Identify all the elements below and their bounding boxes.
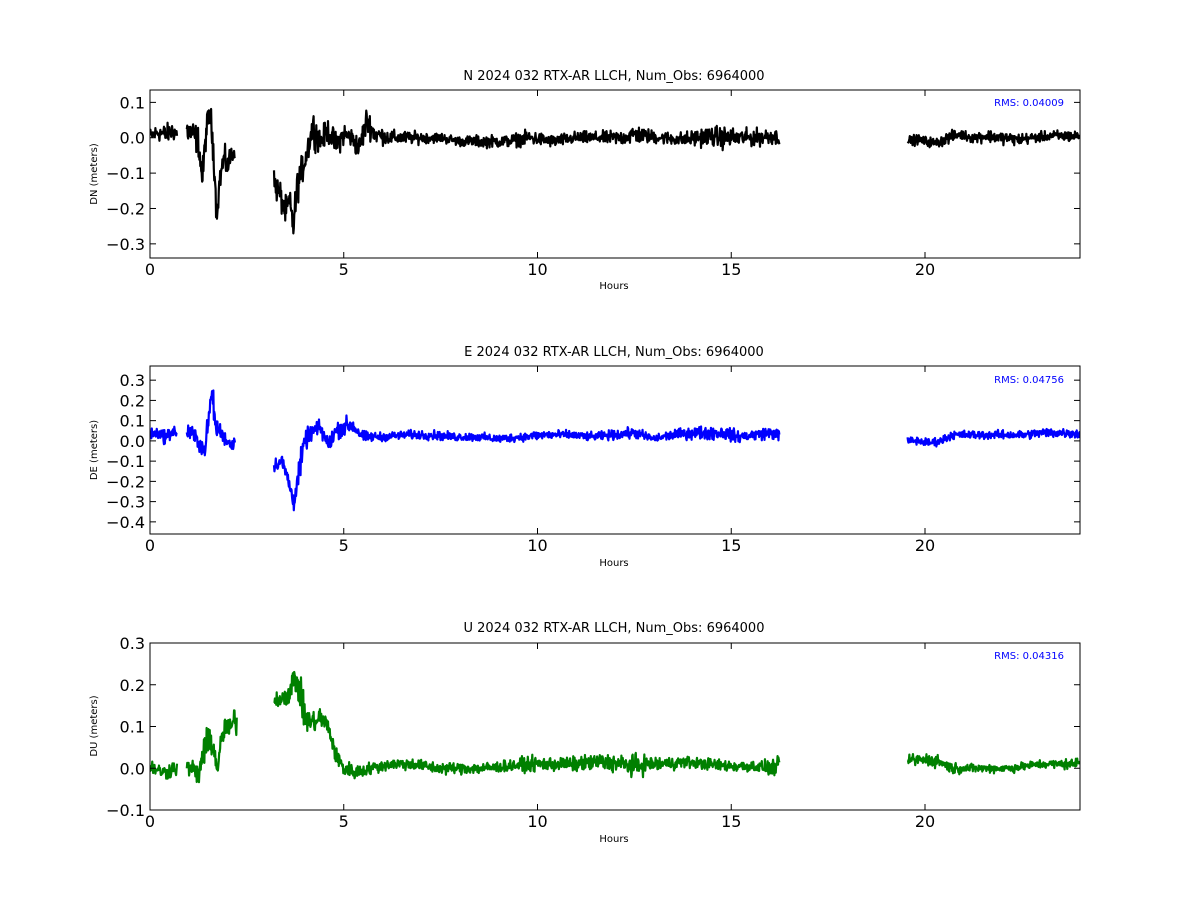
series-segment (272, 109, 781, 235)
series-segment (150, 760, 179, 780)
x-tick-label: 20 (915, 812, 935, 831)
panel-north: N 2024 032 RTX-AR LLCH, Num_Obs: 6964000… (89, 69, 1081, 292)
panel-title: N 2024 032 RTX-AR LLCH, Num_Obs: 6964000 (463, 69, 764, 84)
series-segment (150, 121, 179, 142)
ticks-layer: 0 5 10 15 20 0.3 0.2 0.1 0.0 −0.1 (106, 634, 1080, 831)
ticks-layer: 0 5 10 15 20 0.30.2 0.10.0−0.1−0.2 −0.3−0.4 (106, 366, 1080, 555)
y-tick-label: 0.0 (120, 759, 145, 778)
y-axis-label: DE (meters) (89, 420, 100, 480)
y-tick-label: −0.2 (106, 472, 145, 491)
series-segment (273, 670, 781, 780)
x-tick-label: 10 (527, 536, 547, 555)
y-tick-label: 0.3 (120, 634, 145, 653)
x-axis-label: Hours (599, 281, 628, 292)
rms-annotation: RMS: 0.04756 (994, 375, 1064, 386)
series-layer (150, 107, 1080, 235)
series-segment (906, 128, 1080, 149)
y-tick-label: 0.3 (120, 371, 145, 390)
y-tick-label: −0.1 (106, 801, 145, 820)
series-segment (150, 425, 178, 446)
rms-annotation: RMS: 0.04009 (994, 98, 1064, 109)
y-tick-label: −0.1 (106, 164, 145, 183)
series-layer (150, 670, 1080, 784)
y-tick-label: −0.3 (106, 235, 145, 254)
axes-frame (149, 365, 1081, 535)
series-segment (185, 107, 236, 220)
y-tick-label: −0.3 (106, 493, 145, 512)
x-tick-label: 5 (339, 536, 349, 555)
x-tick-label: 15 (721, 536, 741, 555)
rms-annotation: RMS: 0.04316 (994, 651, 1064, 662)
panel-east: E 2024 032 RTX-AR LLCH, Num_Obs: 6964000… (89, 345, 1081, 569)
x-tick-label: 5 (339, 812, 349, 831)
x-tick-label: 10 (527, 812, 547, 831)
x-tick-label: 15 (721, 812, 741, 831)
x-tick-label: 5 (339, 260, 349, 279)
x-axis-label: Hours (599, 834, 628, 845)
x-tick-label: 20 (915, 260, 935, 279)
series-segment (906, 752, 1080, 776)
y-tick-label: 0.0 (120, 432, 145, 451)
y-tick-label: 0.1 (120, 93, 145, 112)
ticks-layer: 0 5 10 15 20 0.1 0.0 −0.1 −0.2 −0.3 (106, 90, 1080, 279)
y-tick-label: 0.0 (120, 129, 145, 148)
panel-title: U 2024 032 RTX-AR LLCH, Num_Obs: 6964000 (464, 621, 765, 636)
panel-title: E 2024 032 RTX-AR LLCH, Num_Obs: 6964000 (464, 345, 764, 360)
y-tick-label: −0.4 (106, 513, 145, 532)
panel-up: U 2024 032 RTX-AR LLCH, Num_Obs: 6964000… (89, 621, 1081, 845)
x-tick-label: 15 (721, 260, 741, 279)
x-axis-label: Hours (599, 558, 628, 569)
y-axis-label: DU (meters) (89, 695, 100, 756)
x-tick-label: 0 (145, 812, 155, 831)
y-tick-label: 0.2 (120, 676, 145, 695)
series-segment (185, 389, 237, 457)
series-layer (150, 389, 1080, 512)
series-segment (272, 414, 781, 512)
y-tick-label: 0.1 (120, 718, 145, 737)
series-segment (906, 427, 1080, 448)
x-tick-label: 0 (145, 536, 155, 555)
y-tick-label: 0.1 (120, 412, 145, 431)
x-tick-label: 0 (145, 260, 155, 279)
x-tick-label: 10 (527, 260, 547, 279)
y-axis-label: DN (meters) (89, 143, 100, 205)
y-tick-label: −0.2 (106, 199, 145, 218)
axes-frame (149, 89, 1081, 259)
x-tick-label: 20 (915, 536, 935, 555)
series-segment (185, 709, 238, 784)
y-tick-label: 0.2 (120, 391, 145, 410)
y-tick-label: −0.1 (106, 452, 145, 471)
